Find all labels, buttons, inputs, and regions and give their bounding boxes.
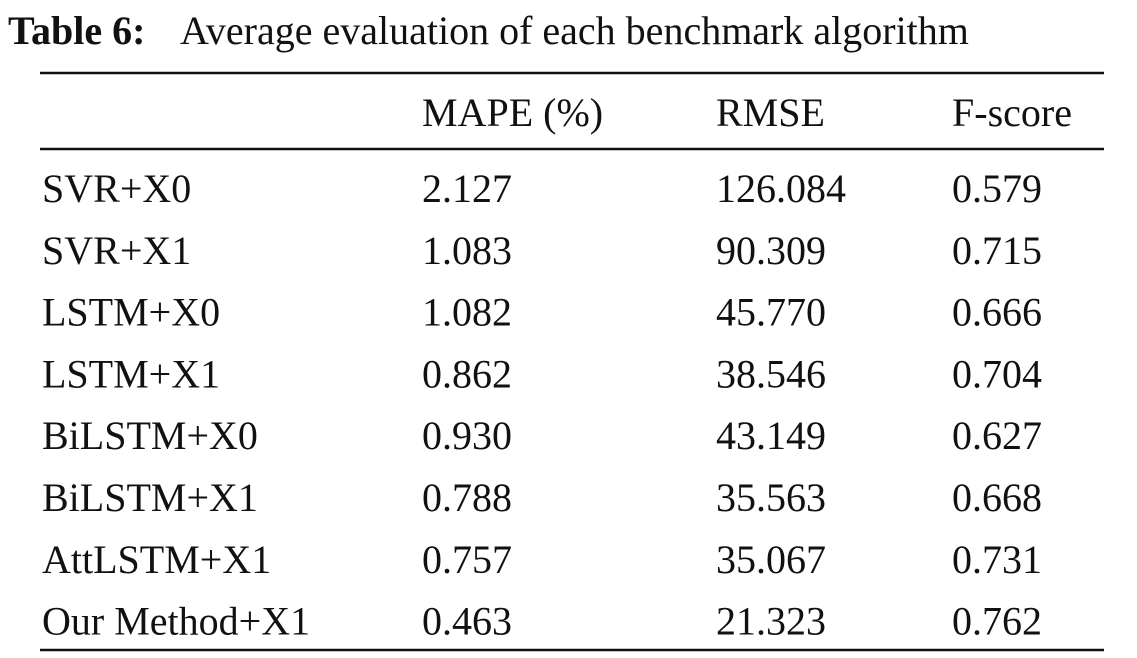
- cell: 0.862: [422, 351, 512, 396]
- cell: 0.668: [952, 475, 1042, 520]
- cell: 21.323: [716, 599, 826, 644]
- cell: 0.757: [422, 537, 512, 582]
- row-label: SVR+X0: [42, 166, 191, 211]
- row-label: AttLSTM+X1: [42, 537, 271, 582]
- cell: 0.627: [952, 413, 1042, 458]
- caption-label: Table 6:: [8, 8, 145, 53]
- cell: 1.083: [422, 228, 512, 273]
- cell: 0.704: [952, 351, 1042, 396]
- cell: 126.084: [716, 166, 846, 211]
- cell: 1.082: [422, 290, 512, 335]
- cell: 45.770: [716, 290, 826, 335]
- cell: 38.546: [716, 351, 826, 396]
- row-label: LSTM+X0: [42, 290, 220, 335]
- cell: 35.563: [716, 475, 826, 520]
- cell: 0.762: [952, 599, 1042, 644]
- header-cell: MAPE (%): [422, 90, 603, 135]
- cell: 0.579: [952, 166, 1042, 211]
- row-label: LSTM+X1: [42, 351, 220, 396]
- cell: 0.666: [952, 290, 1042, 335]
- header-cell: RMSE: [716, 90, 825, 135]
- cell: 35.067: [716, 537, 826, 582]
- row-label: Our Method+X1: [42, 599, 310, 644]
- cell: 0.715: [952, 228, 1042, 273]
- cell: 2.127: [422, 166, 512, 211]
- cell: 90.309: [716, 228, 826, 273]
- row-label: BiLSTM+X0: [42, 413, 258, 458]
- row-label: SVR+X1: [42, 228, 191, 273]
- row-label: BiLSTM+X1: [42, 475, 258, 520]
- cell: 0.930: [422, 413, 512, 458]
- header-cell: F-score: [952, 90, 1072, 135]
- cell: 43.149: [716, 413, 826, 458]
- caption-text: Average evaluation of each benchmark alg…: [180, 8, 969, 53]
- cell: 0.731: [952, 537, 1042, 582]
- cell: 0.788: [422, 475, 512, 520]
- cell: 0.463: [422, 599, 512, 644]
